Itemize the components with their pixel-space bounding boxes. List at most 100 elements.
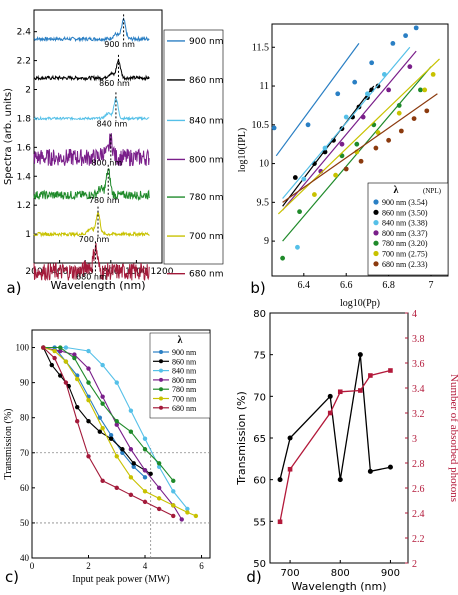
y-tick-label: 9 bbox=[264, 236, 269, 247]
spectrum-line bbox=[33, 242, 150, 281]
data-point bbox=[277, 519, 283, 525]
data-point bbox=[58, 373, 63, 378]
data-point bbox=[333, 172, 339, 178]
x-tick-label: 0 bbox=[30, 561, 35, 571]
y-tick-label: 60 bbox=[253, 476, 266, 487]
legend-title: λ bbox=[394, 185, 399, 196]
data-point bbox=[301, 176, 307, 182]
y-tick-label: 10.5 bbox=[252, 120, 270, 131]
data-point bbox=[142, 468, 148, 473]
data-point bbox=[396, 110, 402, 116]
y2-tick-label: 2.6 bbox=[412, 484, 425, 495]
data-point bbox=[171, 478, 176, 484]
legend-label: 800 nm bbox=[189, 155, 224, 165]
legend-label: 900 nm bbox=[172, 348, 197, 357]
legend-marker bbox=[373, 250, 379, 257]
peak-annotation: 900 nm bbox=[104, 40, 135, 49]
data-point bbox=[381, 72, 387, 77]
series-line bbox=[43, 346, 188, 510]
y-axis-label: Transmission (%) bbox=[3, 408, 14, 479]
series-line bbox=[42, 347, 151, 475]
data-point bbox=[312, 192, 317, 197]
data-point bbox=[108, 436, 114, 441]
data-point bbox=[142, 447, 148, 452]
legend-box bbox=[163, 29, 224, 265]
x-tick-label: 700 bbox=[281, 568, 300, 579]
legend-marker bbox=[159, 350, 163, 354]
y-tick-label: 70 bbox=[253, 392, 266, 403]
legend-label: 780 nm bbox=[189, 193, 224, 203]
y-tick-label: 65 bbox=[253, 434, 266, 445]
data-point bbox=[114, 380, 119, 385]
data-point bbox=[49, 362, 54, 368]
data-point bbox=[120, 450, 125, 455]
data-point bbox=[271, 125, 277, 131]
data-point bbox=[358, 388, 363, 393]
legend-label: 840 nm bbox=[189, 116, 224, 126]
y-tick-label: 1.8 bbox=[17, 114, 32, 124]
plot-frame bbox=[31, 329, 211, 559]
data-point bbox=[100, 394, 105, 399]
data-point bbox=[277, 477, 283, 483]
data-point bbox=[63, 345, 69, 350]
data-point bbox=[305, 122, 311, 128]
data-point bbox=[86, 348, 91, 354]
data-point bbox=[171, 513, 176, 519]
data-point bbox=[322, 149, 328, 155]
data-point bbox=[386, 137, 392, 143]
y2-tick-label: 2.4 bbox=[412, 509, 425, 520]
y-tick-label: 90 bbox=[20, 378, 30, 388]
x-axis-label: Wavelength (nm) bbox=[50, 279, 145, 292]
data-point bbox=[280, 255, 286, 261]
x-axis-label: Input peak power (MW) bbox=[72, 574, 169, 585]
y-tick-label: 55 bbox=[253, 517, 266, 528]
plot-frame bbox=[271, 23, 449, 277]
data-point bbox=[86, 380, 91, 385]
legend-label: 860 nm (3.50) bbox=[382, 208, 428, 217]
x-axis-label: Wavelength (nm) bbox=[291, 580, 386, 593]
y2-tick-label: 2.8 bbox=[412, 459, 425, 470]
data-point bbox=[100, 426, 105, 431]
plot-frame bbox=[33, 9, 163, 264]
data-point bbox=[114, 454, 119, 459]
legend-label: 900 nm (3.54) bbox=[382, 198, 428, 207]
y-tick-label: 2.4 bbox=[17, 28, 32, 38]
legend-label: 700 nm (2.75) bbox=[382, 250, 428, 259]
data-point bbox=[114, 422, 119, 427]
data-point bbox=[142, 499, 148, 505]
data-point bbox=[335, 91, 341, 97]
panel-label-c: c) bbox=[5, 568, 19, 586]
data-point bbox=[148, 471, 153, 477]
y-axis-label: Transmission (%) bbox=[235, 391, 248, 486]
data-point bbox=[75, 404, 80, 410]
data-point bbox=[369, 60, 375, 66]
y-tick-label: 40 bbox=[20, 553, 30, 563]
legend-label: 680 nm bbox=[189, 270, 224, 280]
data-point bbox=[86, 419, 91, 424]
data-point bbox=[86, 454, 91, 459]
spectrum-line bbox=[33, 17, 150, 43]
data-point bbox=[368, 373, 373, 378]
y-tick-label: 1.2 bbox=[17, 201, 31, 211]
legend-marker bbox=[373, 230, 379, 236]
data-point bbox=[86, 397, 91, 403]
peak-annotation: 840 nm bbox=[97, 119, 128, 128]
data-point bbox=[337, 477, 343, 483]
data-point bbox=[156, 485, 162, 491]
data-point bbox=[386, 87, 392, 93]
y-tick-label: 80 bbox=[253, 309, 266, 320]
data-point bbox=[424, 108, 430, 114]
panel-label-d: d) bbox=[246, 568, 261, 586]
series-line bbox=[43, 346, 146, 478]
data-point bbox=[100, 362, 105, 368]
data-point bbox=[52, 355, 57, 361]
data-point bbox=[128, 408, 134, 413]
data-point bbox=[58, 348, 63, 354]
peak-annotation: 800 nm bbox=[91, 158, 122, 167]
x-tick-label: 6.6 bbox=[340, 280, 353, 291]
y-tick-label: 11 bbox=[259, 81, 269, 92]
peak-annotation: 680 nm bbox=[76, 273, 107, 282]
y-tick-label: 1 bbox=[25, 230, 31, 240]
data-point bbox=[358, 158, 364, 164]
y-tick-label: 10 bbox=[259, 159, 269, 170]
